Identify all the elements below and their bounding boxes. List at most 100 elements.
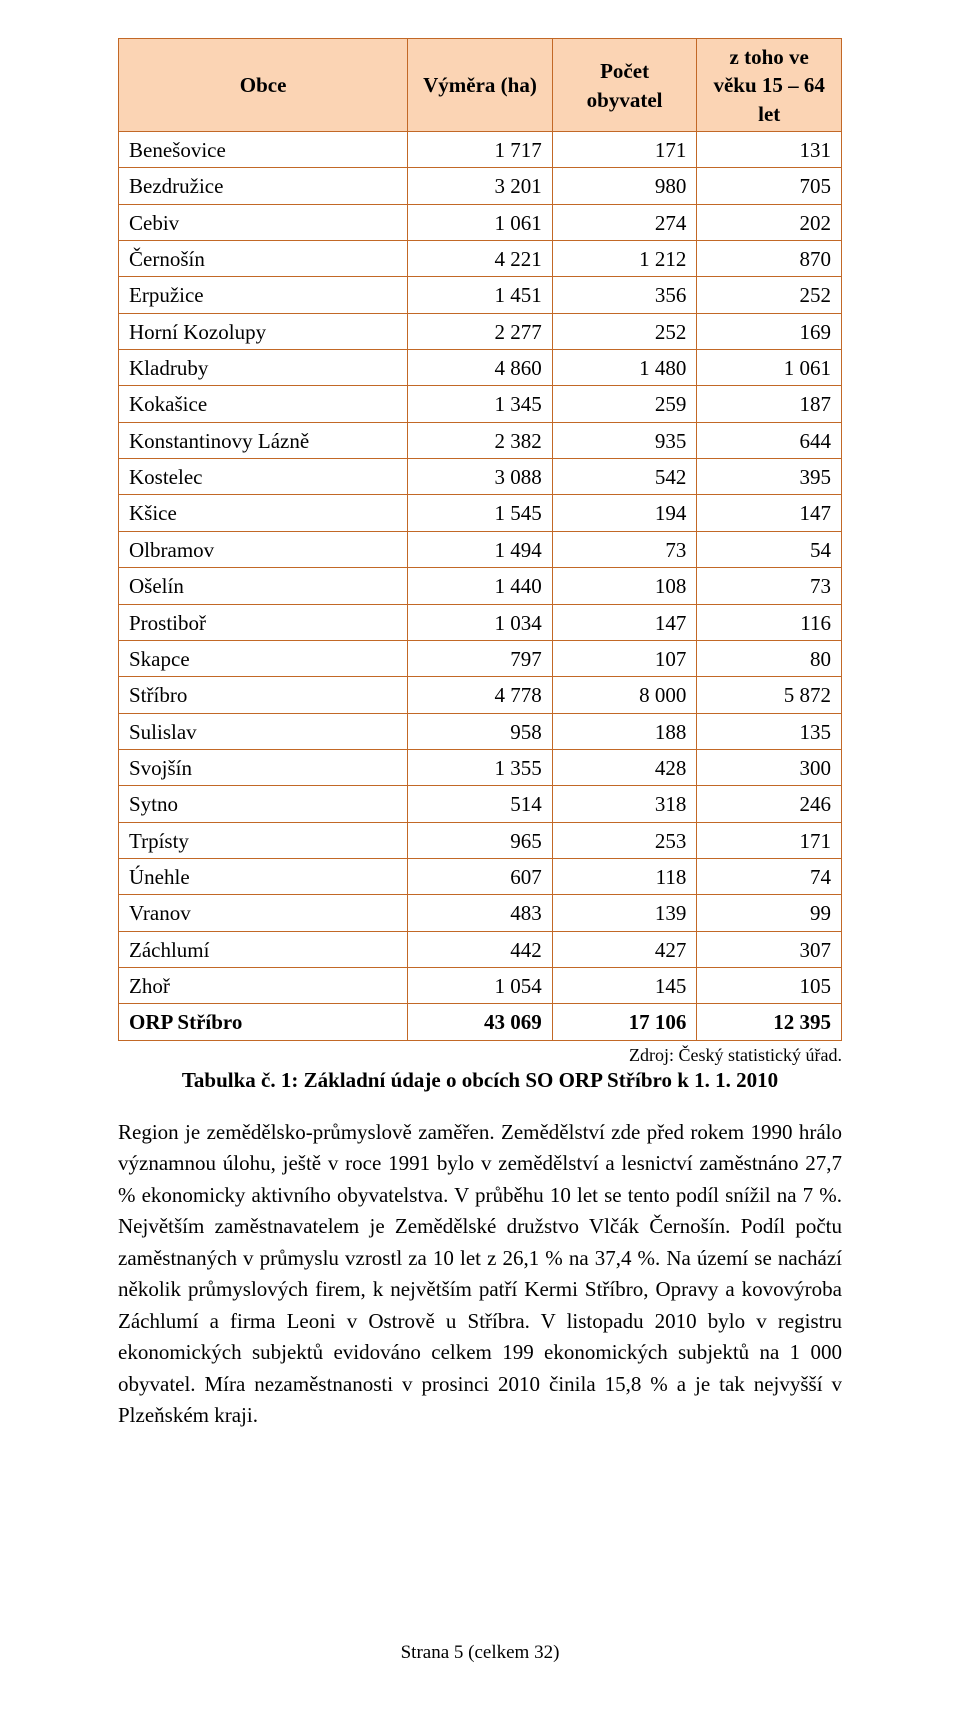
- cell-value: 139: [552, 895, 697, 931]
- page-footer: Strana 5 (celkem 32): [118, 1642, 842, 1664]
- cell-total-value: 12 395: [697, 1004, 842, 1040]
- cell-value: 1 545: [408, 495, 553, 531]
- cell-obec: Černošín: [119, 241, 408, 277]
- cell-obec: Trpísty: [119, 822, 408, 858]
- cell-value: 3 088: [408, 459, 553, 495]
- cell-value: 118: [552, 858, 697, 894]
- cell-value: 188: [552, 713, 697, 749]
- cell-total-value: 43 069: [408, 1004, 553, 1040]
- cell-obec: Kostelec: [119, 459, 408, 495]
- table-caption: Tabulka č. 1: Základní údaje o obcích SO…: [118, 1068, 842, 1093]
- cell-obec: Kokašice: [119, 386, 408, 422]
- col-header-obce: Obce: [119, 39, 408, 132]
- table-row: Bezdružice3 201980705: [119, 168, 842, 204]
- cell-value: 187: [697, 386, 842, 422]
- table-row: Zhoř1 054145105: [119, 967, 842, 1003]
- cell-value: 105: [697, 967, 842, 1003]
- cell-value: 607: [408, 858, 553, 894]
- cell-value: 145: [552, 967, 697, 1003]
- cell-obec: Sytno: [119, 786, 408, 822]
- cell-value: 644: [697, 422, 842, 458]
- cell-obec: Olbramov: [119, 531, 408, 567]
- table-row: Kostelec3 088542395: [119, 459, 842, 495]
- cell-value: 194: [552, 495, 697, 531]
- table-total-row: ORP Stříbro43 06917 10612 395: [119, 1004, 842, 1040]
- cell-value: 5 872: [697, 677, 842, 713]
- cell-value: 442: [408, 931, 553, 967]
- cell-value: 870: [697, 241, 842, 277]
- cell-value: 253: [552, 822, 697, 858]
- table-header-row: Obce Výměra (ha) Počet obyvatel z toho v…: [119, 39, 842, 132]
- cell-obec: Ošelín: [119, 568, 408, 604]
- body-paragraph: Region je zemědělsko-průmyslově zaměřen.…: [118, 1117, 842, 1432]
- table-row: Vranov48313999: [119, 895, 842, 931]
- cell-value: 74: [697, 858, 842, 894]
- cell-obec: Horní Kozolupy: [119, 313, 408, 349]
- cell-obec: Kladruby: [119, 350, 408, 386]
- table-row: Ošelín1 44010873: [119, 568, 842, 604]
- table-row: Trpísty965253171: [119, 822, 842, 858]
- cell-obec: Konstantinovy Lázně: [119, 422, 408, 458]
- cell-value: 252: [697, 277, 842, 313]
- cell-value: 2 277: [408, 313, 553, 349]
- cell-value: 514: [408, 786, 553, 822]
- cell-obec: Vranov: [119, 895, 408, 931]
- cell-obec: Bezdružice: [119, 168, 408, 204]
- table-row: Záchlumí442427307: [119, 931, 842, 967]
- cell-value: 4 221: [408, 241, 553, 277]
- cell-value: 395: [697, 459, 842, 495]
- cell-value: 1 345: [408, 386, 553, 422]
- cell-value: 202: [697, 204, 842, 240]
- cell-value: 427: [552, 931, 697, 967]
- cell-value: 935: [552, 422, 697, 458]
- cell-value: 147: [697, 495, 842, 531]
- table-row: Černošín4 2211 212870: [119, 241, 842, 277]
- table-row: Horní Kozolupy2 277252169: [119, 313, 842, 349]
- cell-value: 980: [552, 168, 697, 204]
- cell-obec: Únehle: [119, 858, 408, 894]
- cell-obec: Sulislav: [119, 713, 408, 749]
- table-row: Svojšín1 355428300: [119, 749, 842, 785]
- table-row: Sulislav958188135: [119, 713, 842, 749]
- cell-obec: Stříbro: [119, 677, 408, 713]
- cell-value: 147: [552, 604, 697, 640]
- table-row: Sytno514318246: [119, 786, 842, 822]
- table-row: Skapce79710780: [119, 640, 842, 676]
- cell-value: 1 061: [697, 350, 842, 386]
- col-header-vek: z toho ve věku 15 – 64 let: [697, 39, 842, 132]
- cell-value: 135: [697, 713, 842, 749]
- cell-value: 1 494: [408, 531, 553, 567]
- col-header-pocet: Počet obyvatel: [552, 39, 697, 132]
- municipality-table: Obce Výměra (ha) Počet obyvatel z toho v…: [118, 38, 842, 1041]
- cell-value: 73: [697, 568, 842, 604]
- cell-value: 171: [697, 822, 842, 858]
- cell-value: 797: [408, 640, 553, 676]
- cell-value: 246: [697, 786, 842, 822]
- cell-value: 4 778: [408, 677, 553, 713]
- col-header-vymera: Výměra (ha): [408, 39, 553, 132]
- table-row: Benešovice1 717171131: [119, 132, 842, 168]
- cell-total-value: 17 106: [552, 1004, 697, 1040]
- table-row: Kokašice1 345259187: [119, 386, 842, 422]
- cell-value: 965: [408, 822, 553, 858]
- table-row: Kladruby4 8601 4801 061: [119, 350, 842, 386]
- cell-value: 300: [697, 749, 842, 785]
- cell-value: 2 382: [408, 422, 553, 458]
- cell-value: 356: [552, 277, 697, 313]
- cell-obec: Erpužice: [119, 277, 408, 313]
- table-row: Konstantinovy Lázně2 382935644: [119, 422, 842, 458]
- cell-value: 3 201: [408, 168, 553, 204]
- cell-obec: Záchlumí: [119, 931, 408, 967]
- table-row: Prostiboř1 034147116: [119, 604, 842, 640]
- cell-value: 116: [697, 604, 842, 640]
- cell-value: 274: [552, 204, 697, 240]
- cell-value: 705: [697, 168, 842, 204]
- cell-value: 1 212: [552, 241, 697, 277]
- cell-value: 54: [697, 531, 842, 567]
- cell-value: 259: [552, 386, 697, 422]
- cell-value: 252: [552, 313, 697, 349]
- cell-total-label: ORP Stříbro: [119, 1004, 408, 1040]
- table-row: Olbramov1 4947354: [119, 531, 842, 567]
- cell-value: 99: [697, 895, 842, 931]
- cell-value: 958: [408, 713, 553, 749]
